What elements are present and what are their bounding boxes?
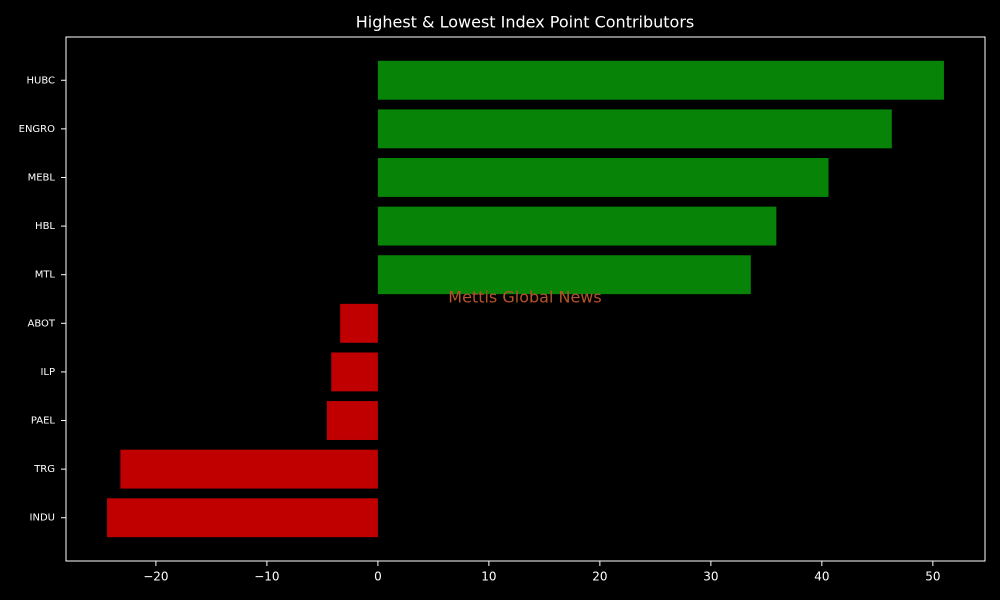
x-tick-label: 50 [925, 570, 940, 584]
y-tick-label: PAEL [31, 416, 56, 427]
bar [107, 498, 378, 538]
x-tick-label: 10 [481, 570, 496, 584]
y-tick-label: HUBC [26, 75, 55, 86]
watermark: Mettis Global News [448, 288, 601, 307]
y-tick-label: ENGRO [19, 124, 55, 135]
y-tick-label: MEBL [28, 172, 56, 183]
bar [377, 206, 777, 246]
bar [377, 255, 751, 295]
y-tick-label: TRG [33, 464, 55, 475]
y-tick-label: ABOT [27, 318, 55, 329]
bar [377, 109, 892, 149]
bar [377, 60, 944, 100]
y-tick-label: INDU [30, 513, 55, 524]
bar [120, 449, 378, 489]
plot-frame [65, 36, 986, 562]
y-tick-label: HBL [35, 221, 55, 232]
x-tick-label: 20 [592, 570, 607, 584]
x-tick-label: 30 [703, 570, 718, 584]
bar [377, 158, 829, 197]
x-tick-label: 40 [814, 570, 829, 584]
y-tick-label: ILP [40, 367, 55, 378]
x-tick-label: −10 [254, 570, 279, 584]
bar [326, 401, 378, 440]
y-tick-label: MTL [35, 270, 56, 281]
x-tick-label: 0 [374, 570, 382, 584]
bar [331, 352, 378, 392]
x-tick-label: −20 [143, 570, 168, 584]
bar [340, 303, 378, 343]
chart-title: Highest & Lowest Index Point Contributor… [356, 13, 695, 32]
